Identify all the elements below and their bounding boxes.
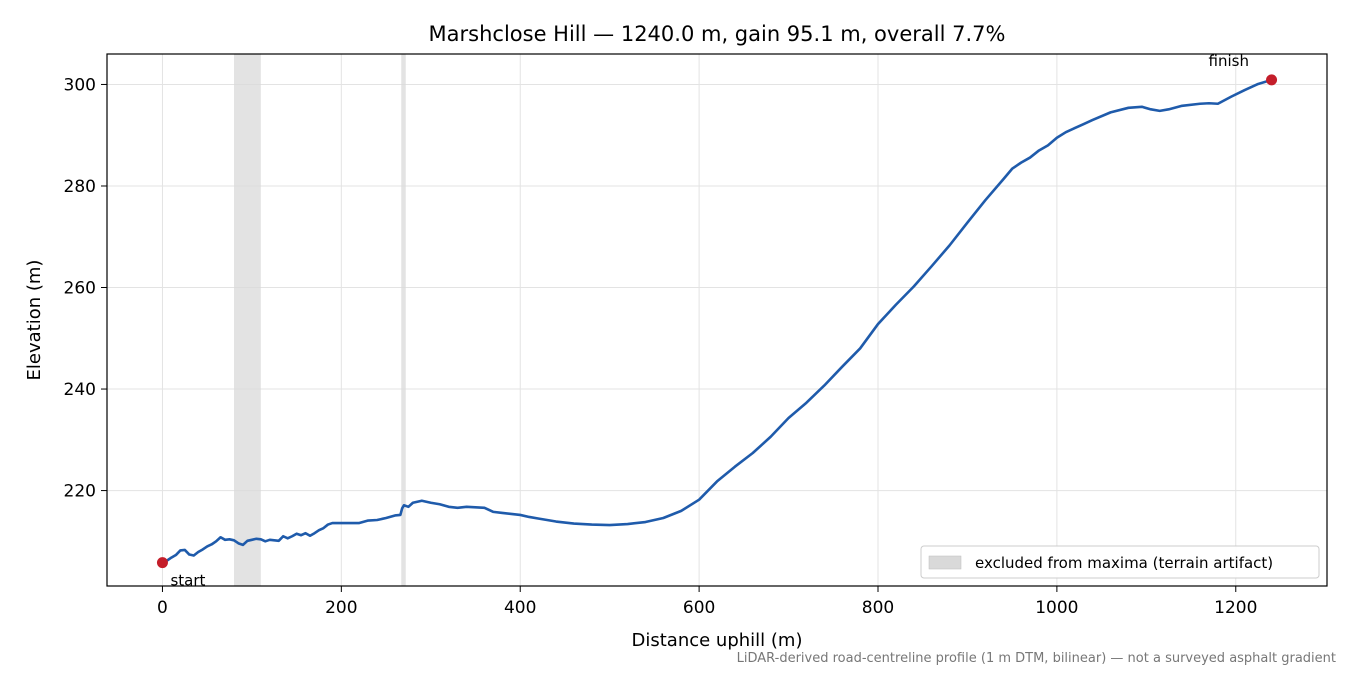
chart-title: Marshclose Hill — 1240.0 m, gain 95.1 m,… xyxy=(429,22,1006,46)
legend: excluded from maxima (terrain artifact) xyxy=(920,545,1320,579)
x-tick-label: 800 xyxy=(862,598,894,618)
footnote: LiDAR-derived road-centreline profile (1… xyxy=(736,651,1336,666)
x-tick-label: 1000 xyxy=(1035,598,1078,618)
x-tick-label: 0 xyxy=(157,598,168,618)
y-tick-label: 240 xyxy=(64,380,96,400)
start-marker xyxy=(156,557,168,569)
legend-label: excluded from maxima (terrain artifact) xyxy=(975,554,1273,572)
y-tick-label: 300 xyxy=(64,75,96,95)
x-tick-label: 600 xyxy=(683,598,715,618)
x-tick-label: 400 xyxy=(504,598,536,618)
y-tick-label: 260 xyxy=(64,279,96,299)
plot-area: start finish 0 200 400 600 800 1000 1200 220 240 26… xyxy=(64,52,1328,618)
finish-label: finish xyxy=(1209,52,1249,70)
excluded-region-band xyxy=(401,54,406,586)
x-tick-label: 200 xyxy=(325,598,357,618)
y-tick-label: 280 xyxy=(64,177,96,197)
start-label: start xyxy=(170,572,205,590)
x-tick-label: 1200 xyxy=(1214,598,1257,618)
elevation-profile-line xyxy=(161,78,1272,564)
x-axis-label: Distance uphill (m) xyxy=(632,630,803,651)
legend-swatch xyxy=(928,555,962,570)
excluded-region-band xyxy=(234,54,261,586)
plot-frame xyxy=(106,53,1328,587)
legend-box xyxy=(920,545,1320,579)
finish-marker xyxy=(1266,74,1278,86)
y-tick-label: 220 xyxy=(64,482,96,502)
y-axis-label: Elevation (m) xyxy=(24,260,45,381)
